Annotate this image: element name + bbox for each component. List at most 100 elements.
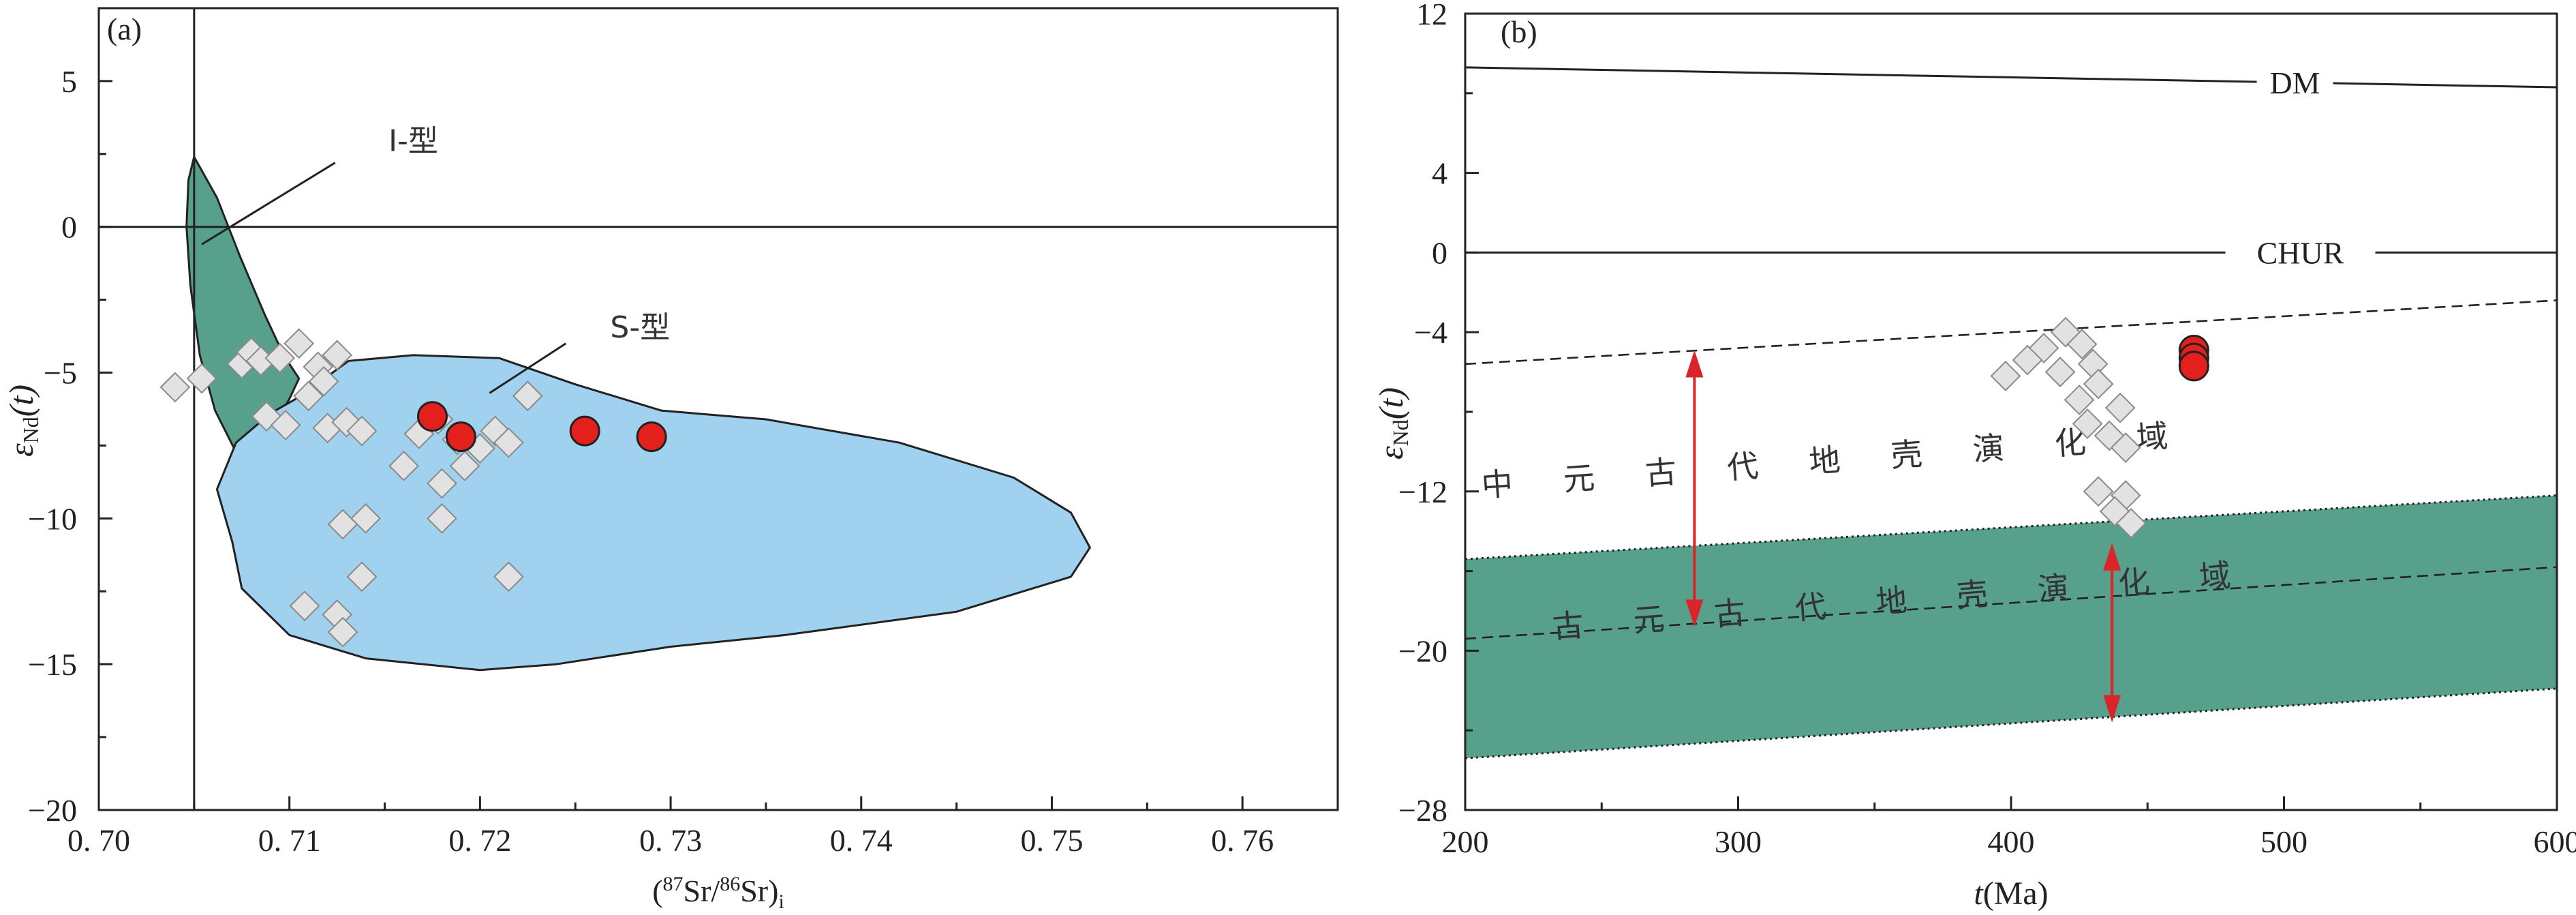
a-diamond-point <box>388 450 419 481</box>
a-ytick-label: 0 <box>61 210 77 245</box>
panel-a: 0. 70 0. 71 0. 72 0. 73 0. 74 0. 75 0. 76 5 0 −5 −… <box>2 7 1339 913</box>
a-circle-point <box>636 421 667 453</box>
b-y-axis-label: εNd(t) <box>1372 387 1413 460</box>
b-xlabel-italic: t <box>1974 875 1984 912</box>
b-diamond-point <box>2066 329 2098 360</box>
b-xtick-label: 300 <box>1715 824 1762 859</box>
b-line-5 <box>1465 687 2558 760</box>
b-lines: DM CHUR <box>1465 65 2558 760</box>
a-circle-point <box>416 401 448 432</box>
a-ylabel-sub: Nd <box>18 417 43 443</box>
b-x-axis-label: t(Ma) <box>1974 875 2048 912</box>
b-ytick-label: −12 <box>1398 475 1447 509</box>
a-panel-label: (a) <box>107 12 142 46</box>
a-ytick-label: −15 <box>28 647 77 682</box>
b-xtick-label: 600 <box>2534 824 2576 859</box>
a-field-1 <box>215 354 1091 672</box>
b-line-label-1: CHUR <box>2257 235 2344 270</box>
b-arrow-head-up <box>2103 543 2121 571</box>
panel-b: DMCHUR 中元古代地壳演化域古元古代地壳演化域 200 300 400 500 60… <box>1372 0 2576 912</box>
a-diamond-point <box>270 410 301 440</box>
b-field-char: 元 <box>1632 600 1666 639</box>
b-field-char: 演 <box>1972 430 2006 468</box>
a-ytick-label: −20 <box>28 793 77 828</box>
a-diamond-point <box>427 468 457 499</box>
b-panel-label: (b) <box>1501 14 1537 49</box>
b-diamond-point <box>2115 508 2147 539</box>
a-xlabel-sup1: 87 <box>663 873 684 895</box>
a-xtick-label: 0. 76 <box>1211 823 1274 858</box>
a-reference-lines <box>99 8 1338 810</box>
a-diamond-point <box>449 450 480 481</box>
b-xtick-label: 400 <box>1988 824 2035 859</box>
b-field-char: 古 <box>1713 594 1747 633</box>
b-ylabel-main: ε <box>1372 446 1410 460</box>
b-band <box>1465 495 2557 759</box>
b-ytick-label: 4 <box>1432 156 1447 191</box>
b-diamond-point <box>1990 361 2021 391</box>
a-diamond-point <box>331 406 363 438</box>
b-field-char: 元 <box>1562 459 1596 498</box>
b-xlabel-rest: (Ma) <box>1983 875 2049 912</box>
a-field-label-0: I-型 <box>388 124 438 159</box>
a-leader-0 <box>201 162 336 245</box>
b-arrow-head-up <box>1685 350 1704 378</box>
b-arrow-head-down <box>2103 695 2121 723</box>
a-diamond-point <box>346 561 378 592</box>
b-diamond-point <box>2083 476 2114 507</box>
a-xlabel-open: ( <box>652 873 662 908</box>
b-ytick-label: 12 <box>1416 0 1447 31</box>
b-diamond-point <box>2064 385 2095 415</box>
b-line-0-right <box>2333 82 2558 89</box>
a-fields <box>185 155 1091 672</box>
b-points <box>1990 316 2209 539</box>
b-ylabel-sub: Nd <box>1388 419 1413 446</box>
b-line-4 <box>1465 494 2558 560</box>
a-leaders <box>201 162 567 394</box>
b-diamond-point <box>2110 432 2141 463</box>
b-circle-point <box>2178 350 2209 382</box>
b-ytick-label: −4 <box>1414 315 1447 350</box>
b-field-char: 古 <box>1644 453 1678 492</box>
a-diamond-point <box>289 590 320 622</box>
a-xtick-label: 0. 74 <box>830 823 893 858</box>
a-field-labels: I-型 S-型 <box>388 124 670 346</box>
b-line-2 <box>1465 299 2558 365</box>
b-line-3 <box>1465 566 2558 640</box>
a-xlabel-close: Sr) <box>740 873 778 908</box>
a-diamond-point <box>493 561 524 592</box>
b-ticks: 200 300 400 500 600 12 4 0 −4 −12 −20 −28 <box>1398 0 2576 859</box>
b-diamond-point <box>2012 344 2043 376</box>
b-field-char: 古 <box>1551 606 1585 645</box>
b-line-0-left <box>1465 66 2257 83</box>
a-y-axis-label: εNd(t) <box>2 385 43 457</box>
a-diamond-point <box>283 328 315 359</box>
a-circle-point <box>569 415 600 447</box>
a-xlabel-sub: i <box>778 890 784 913</box>
b-arrow-head-down <box>1685 599 1704 627</box>
a-points <box>159 328 667 648</box>
b-field-char: 代 <box>1726 447 1760 486</box>
b-field-char: 壳 <box>1955 575 1989 614</box>
b-field-char: 域 <box>2198 556 2232 595</box>
b-diamond-point <box>2072 408 2103 439</box>
a-ytick-label: −5 <box>44 356 77 391</box>
b-field-char: 中 <box>1480 465 1514 504</box>
a-field-label-1: S-型 <box>610 310 670 345</box>
b-arrows <box>1685 350 2121 723</box>
a-diamond-point <box>512 380 543 412</box>
b-field-char: 演 <box>2036 569 2070 608</box>
b-diamond-point <box>2104 392 2136 423</box>
b-field-char: 域 <box>2135 417 2169 456</box>
b-diamond-point <box>2083 368 2114 400</box>
a-xtick-label: 0. 72 <box>448 823 511 858</box>
a-diamond-point <box>350 502 381 534</box>
a-diamond-point <box>293 380 324 412</box>
a-diamond-point <box>480 415 511 447</box>
b-ylabel-suffix: (t) <box>1372 387 1410 419</box>
a-xtick-label: 0. 75 <box>1020 823 1083 858</box>
a-diamond-point <box>327 509 358 540</box>
a-ticks: 0. 70 0. 71 0. 72 0. 73 0. 74 0. 75 0. 76 5 0 −5 −… <box>28 7 1274 858</box>
a-diamond-point <box>493 427 524 458</box>
a-xtick-label: 0. 70 <box>67 823 130 858</box>
